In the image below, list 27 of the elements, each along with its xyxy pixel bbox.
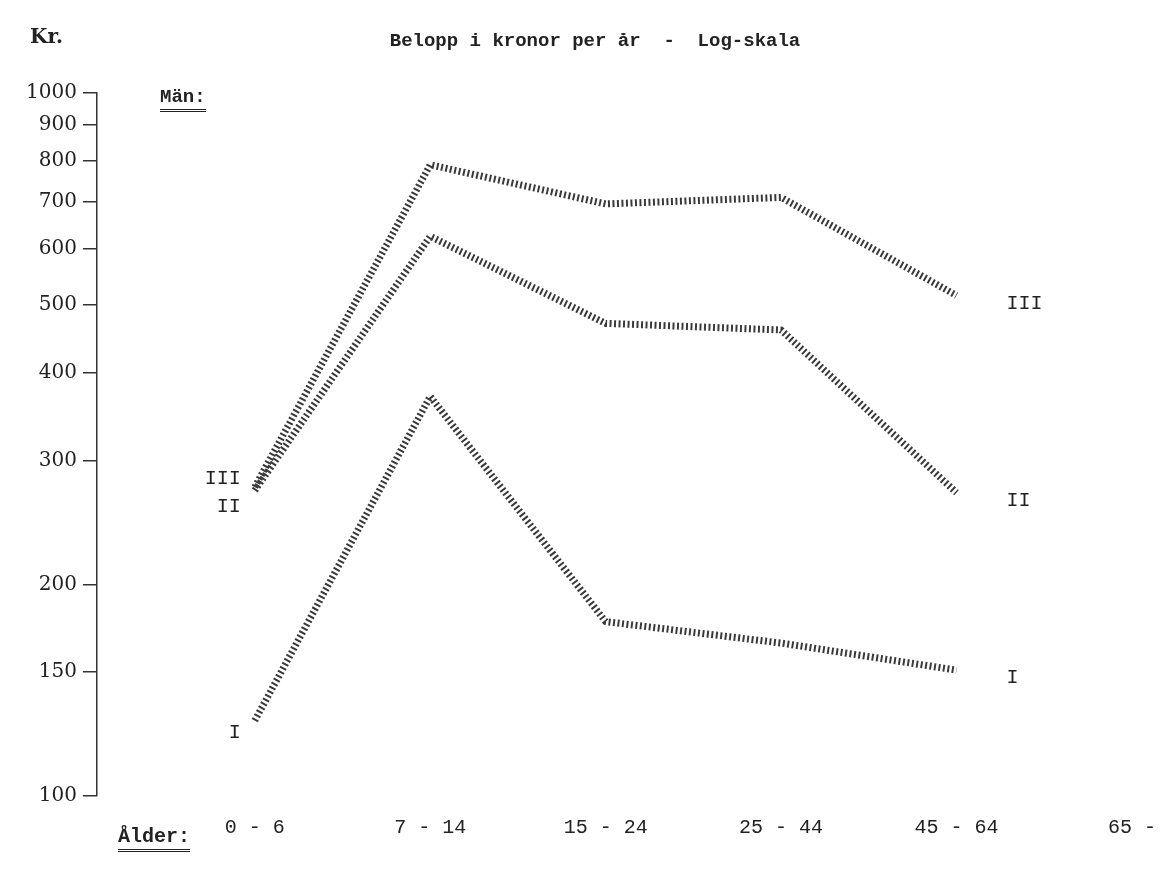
text: II <box>1006 488 1031 512</box>
x-tick-label: 7 - 14 <box>394 816 467 840</box>
y-tick-label: 1000 <box>25 79 77 103</box>
chart-title: Belopp i kronor per år - Log-skala <box>389 30 801 53</box>
y-tick-label: 500 <box>38 290 77 315</box>
y-axis-title: Kr. <box>30 24 64 49</box>
y-tick-label: 800 <box>38 147 77 172</box>
chart-subtitle: Män: <box>160 86 206 112</box>
text: III <box>1006 291 1043 315</box>
y-tick-label: 400 <box>38 358 77 383</box>
y-tick-label: 900 <box>38 111 77 136</box>
text: I <box>1006 666 1019 690</box>
y-tick-label: 150 <box>38 658 77 683</box>
y-tick-label: 600 <box>38 235 77 260</box>
y-tick-label: 200 <box>38 570 77 595</box>
x-tick-label: 65 - <box>1107 816 1156 840</box>
x-tick-label: 25 - 44 <box>739 816 824 840</box>
series-label: II <box>216 494 241 518</box>
y-tick-label: 100 <box>38 782 77 807</box>
y-tick-label: 700 <box>38 187 77 212</box>
x-tick-label: 45 - 64 <box>914 816 999 840</box>
x-tick-label: 15 - 24 <box>563 816 648 840</box>
x-tick-label: 0 - 6 <box>224 816 285 840</box>
x-axis-title: Ålder: <box>118 825 191 852</box>
y-tick-label: 300 <box>38 446 77 471</box>
series-label: III <box>204 467 241 491</box>
series-label: I <box>228 720 241 744</box>
